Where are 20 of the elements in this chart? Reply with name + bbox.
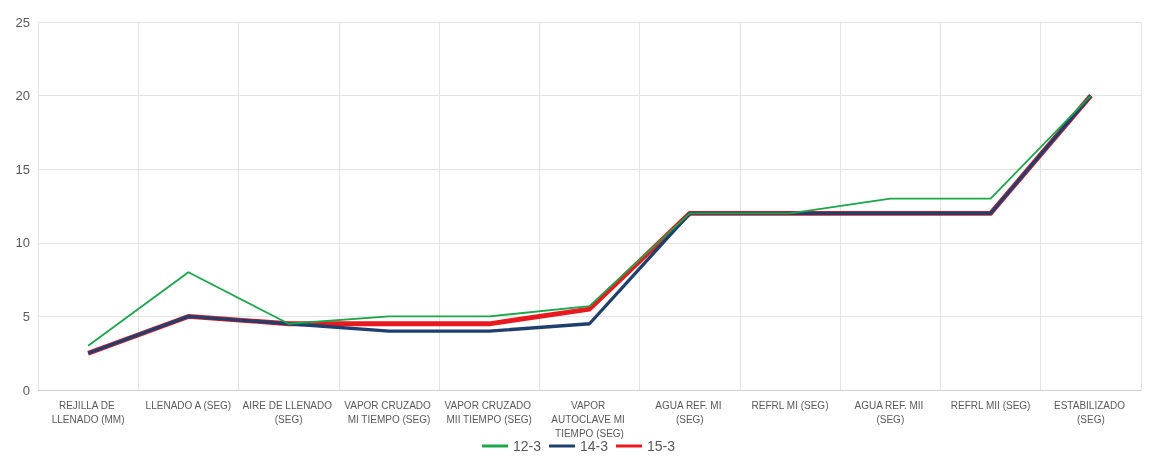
x-tick-label: LLENADO A (SEG) [145, 399, 232, 411]
y-tick-label: 0 [22, 382, 30, 398]
legend-label: 14-3 [579, 438, 609, 454]
x-tick-label: VAPOR CRUZADO MI TIEMPO (SEG) [344, 399, 434, 425]
y-tick-label: 10 [15, 235, 30, 251]
x-tick-label: AGUA REF. MI (SEG) [655, 399, 725, 425]
y-tick-label: 15 [15, 161, 30, 177]
x-tick-label: AIRE DE LLENADO (SEG) [242, 399, 335, 425]
legend-label: 15-3 [647, 438, 676, 454]
x-tick-label: ESTABILIZADO (SEG) [1054, 399, 1128, 425]
y-tick-label: 5 [22, 308, 30, 324]
x-tick-label: REFRL MII (SEG) [950, 399, 1031, 411]
x-tick-label: REJILLA DE LLENADO (MM) [51, 399, 125, 425]
legend-label: 12-3 [512, 438, 542, 454]
x-tick-label: VAPOR AUTOCLAVE MI TIEMPO (SEG) [551, 399, 628, 439]
y-tick-label: 20 [15, 88, 30, 104]
x-tick-label: REFRL MI (SEG) [751, 399, 829, 411]
x-tick-label: AGUA REF. MII (SEG) [854, 399, 927, 425]
x-tick-label: VAPOR CRUZADO MII TIEMPO (SEG) [444, 399, 534, 425]
y-tick-label: 25 [15, 14, 30, 30]
